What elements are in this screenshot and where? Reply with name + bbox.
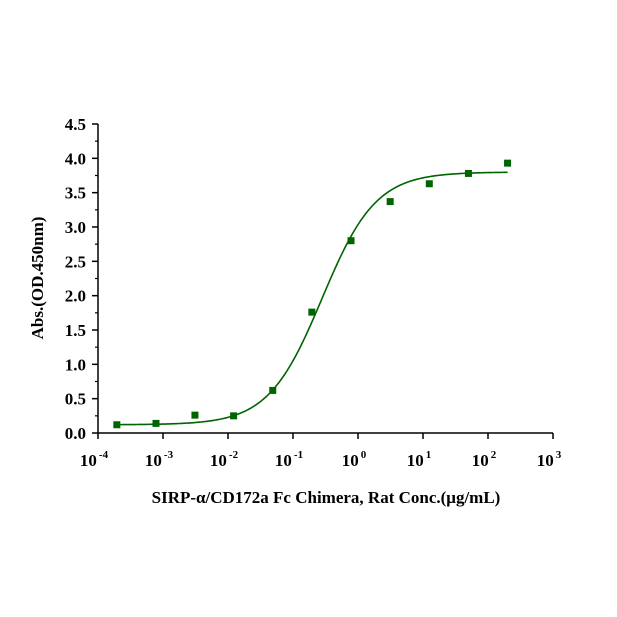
data-point [152, 419, 160, 427]
x-axis: 10 -4 10 -3 10 -2 10 -1 10 0 10 1 10 2 10 3 [80, 432, 562, 470]
y-tick-label: 4.0 [65, 149, 86, 168]
x-tick-label: 10 -4 [80, 449, 109, 470]
x-tick-label: 10 0 [342, 449, 367, 470]
x-tick-label: 10 -1 [275, 449, 303, 470]
fit-curve-layer [117, 171, 508, 426]
x-axis-title: SIRP-α/CD172a Fc Chimera, Rat Conc.(μg/m… [152, 488, 501, 507]
x-tick-label: 10 2 [472, 449, 497, 470]
y-tick-label: 2.0 [65, 287, 86, 306]
data-point [504, 159, 512, 167]
y-axis: 0.0 0.5 1.0 1.5 2.0 2.5 3.0 3.5 4.0 4.5 [65, 115, 99, 443]
data-point [464, 169, 472, 177]
data-points-layer [113, 159, 512, 429]
y-tick-label: 1.0 [65, 355, 86, 374]
data-point [269, 386, 277, 394]
x-tick-label: 10 3 [537, 449, 562, 470]
y-tick-label: 3.5 [65, 184, 86, 203]
y-tick-label: 3.0 [65, 218, 86, 237]
data-point [425, 180, 433, 188]
y-tick-label: 2.5 [65, 252, 86, 271]
y-tick-label: 0.5 [65, 390, 86, 409]
y-tick-label: 4.5 [65, 115, 86, 134]
x-tick-label: 10 1 [407, 449, 432, 470]
data-point [347, 237, 355, 245]
fit-curve [117, 171, 508, 426]
data-point [113, 421, 121, 429]
y-tick-label: 0.0 [65, 424, 86, 443]
data-point [308, 308, 316, 316]
data-point [191, 411, 199, 419]
x-tick-label: 10 -2 [210, 449, 239, 470]
data-point [230, 412, 238, 420]
y-axis-title: Abs.(OD.450nm) [28, 217, 47, 340]
y-tick-label: 1.5 [65, 321, 86, 340]
data-point [386, 198, 394, 206]
x-tick-label: 10 -3 [145, 449, 174, 470]
